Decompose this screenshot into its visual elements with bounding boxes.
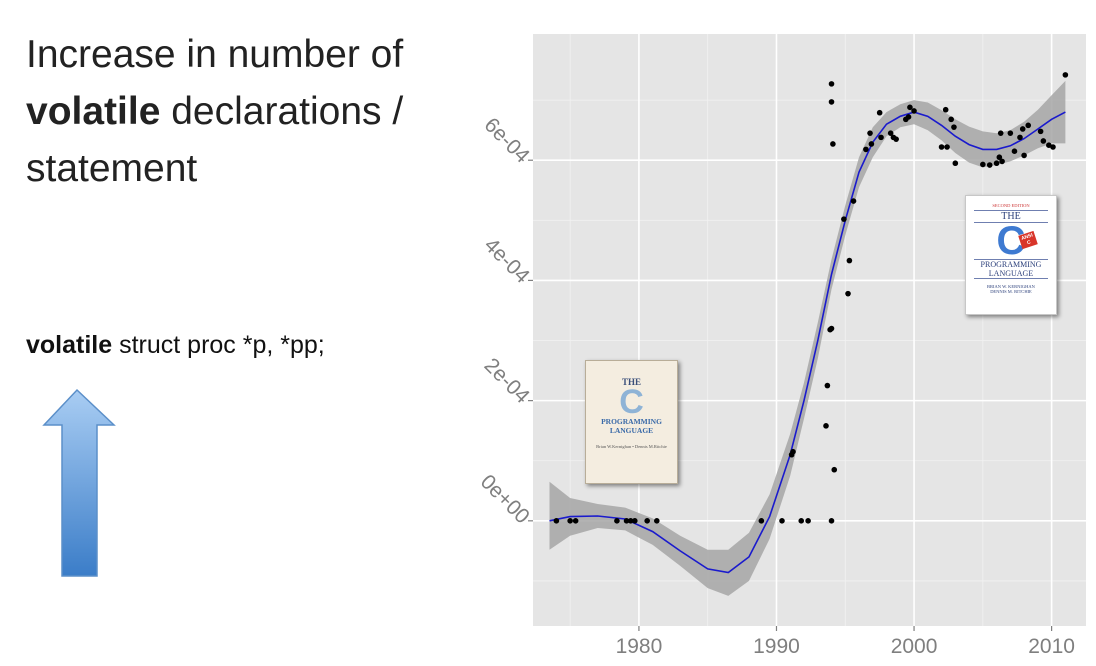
data-point — [999, 158, 1005, 165]
data-point — [948, 116, 954, 123]
data-point — [1062, 72, 1069, 78]
data-point — [823, 423, 829, 429]
data-point — [911, 108, 917, 114]
y-axis-ticks: 0e+00 2e-04 4e-04 6e-04 — [476, 113, 534, 528]
book2-title-1: PROGRAMMING — [980, 260, 1042, 269]
data-point — [779, 518, 785, 524]
data-point — [831, 466, 838, 473]
code-text: struct proc *p, *pp; — [112, 331, 325, 359]
title-text-2: declarations / — [160, 90, 404, 133]
data-point — [654, 518, 660, 524]
data-point — [828, 99, 835, 105]
data-point — [986, 162, 993, 168]
book-cover-first-edition: THE C PROGRAMMING LANGUAGE Brian W.Kerni… — [585, 360, 678, 484]
data-point — [1037, 128, 1044, 135]
data-points — [553, 72, 1069, 524]
data-point — [846, 257, 853, 264]
data-point — [627, 518, 634, 524]
book2-the: THE — [1001, 211, 1021, 222]
book2-title-2: LANGUAGE — [988, 269, 1034, 278]
data-point — [1021, 152, 1027, 159]
data-point — [845, 290, 851, 297]
book-cover-second-edition: SECOND EDITION THE C ANSI C PROGRAMMING … — [965, 195, 1057, 315]
book2-author-2: DENNIS M. RITCHIE — [990, 289, 1032, 294]
x-tick-label: 1990 — [753, 635, 800, 658]
title-text-1: Increase in number of — [26, 33, 404, 76]
data-point — [758, 518, 765, 524]
data-point — [828, 325, 835, 332]
x-axis-ticks: 1980 1990 2000 2010 — [616, 626, 1075, 658]
data-point — [905, 114, 912, 120]
data-point — [631, 518, 638, 524]
data-point — [1050, 144, 1056, 150]
data-point — [876, 109, 883, 116]
slide-title: Increase in number of volatile declaratio… — [26, 26, 456, 197]
data-point — [907, 104, 913, 111]
data-point — [798, 518, 805, 524]
data-point — [863, 146, 869, 153]
book2-edition: SECOND EDITION — [992, 203, 1030, 208]
title-keyword: volatile — [26, 90, 161, 133]
data-point — [996, 154, 1003, 161]
y-tick-label: 2e-04 — [480, 354, 534, 408]
data-point — [1025, 122, 1032, 129]
book2-ansi-badge: ANSI C — [1018, 230, 1038, 250]
data-point — [1007, 130, 1014, 136]
book1-c-letter: C — [619, 383, 644, 421]
data-point — [623, 518, 630, 524]
data-point — [828, 518, 835, 524]
data-point — [1011, 148, 1018, 154]
up-arrow-icon — [42, 388, 116, 577]
data-point — [893, 136, 899, 142]
title-text-3: statement — [26, 147, 198, 190]
data-point — [868, 141, 875, 147]
data-point — [828, 81, 835, 87]
data-point — [887, 130, 894, 136]
data-point — [790, 448, 796, 455]
data-point — [1019, 126, 1026, 132]
data-point — [993, 160, 1000, 167]
data-point — [644, 518, 650, 524]
data-point — [942, 106, 949, 113]
x-tick-label: 1980 — [616, 635, 663, 658]
data-point — [805, 518, 811, 524]
data-point — [867, 130, 873, 136]
data-point — [952, 160, 959, 167]
data-point — [850, 198, 857, 204]
data-point — [614, 518, 620, 524]
book2-author-1: BRIAN W. KERNIGHAN — [987, 284, 1035, 289]
plot-panel — [533, 34, 1086, 626]
book1-authors: Brian W.Kernighan • Dennis M.Ritchie — [596, 444, 667, 449]
smooth-line — [549, 111, 1066, 574]
data-point — [938, 144, 945, 150]
scatter-chart: 0e+00 2e-04 4e-04 6e-04 1980 1990 2000 2010 — [476, 34, 1086, 658]
data-point — [830, 141, 836, 147]
data-point — [841, 216, 847, 222]
y-tick-label: 4e-04 — [480, 234, 534, 288]
data-point — [824, 382, 831, 389]
data-point — [1040, 138, 1047, 144]
confidence-band — [549, 80, 1066, 596]
data-point — [1017, 134, 1023, 141]
data-point — [944, 144, 950, 150]
data-point — [878, 134, 884, 141]
book1-the: THE — [621, 377, 641, 387]
code-keyword: volatile — [26, 331, 113, 359]
book1-title: PROGRAMMING LANGUAGE — [601, 417, 662, 435]
data-point — [572, 518, 579, 524]
data-point — [997, 130, 1004, 136]
code-example: volatile struct proc *p, *pp; — [26, 331, 325, 360]
data-point — [980, 161, 986, 168]
data-point — [553, 518, 560, 524]
x-tick-label: 2000 — [891, 635, 938, 658]
y-tick-label: 0e+00 — [476, 470, 534, 528]
data-point — [951, 124, 957, 130]
x-tick-label: 2010 — [1028, 635, 1075, 658]
y-tick-label: 6e-04 — [480, 113, 534, 167]
data-point — [567, 518, 573, 524]
